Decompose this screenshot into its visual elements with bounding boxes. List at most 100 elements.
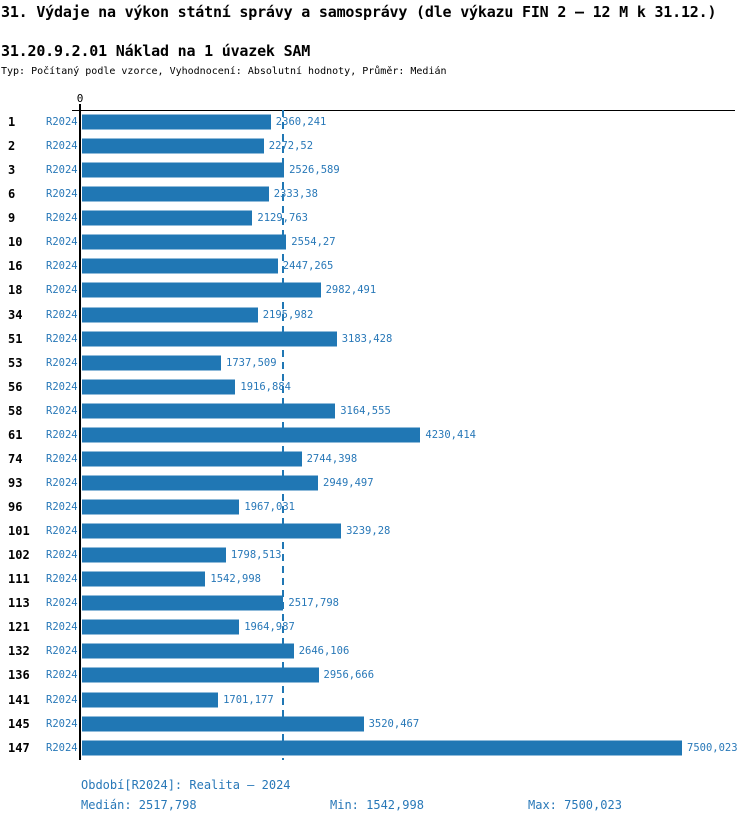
row-rank-label: 101: [8, 524, 30, 539]
row-series-label: R2024: [46, 428, 78, 441]
row-series-label: R2024: [46, 452, 78, 465]
row-series-label: R2024: [46, 476, 78, 489]
row-series-label: R2024: [46, 236, 78, 249]
chart-row: 113 R2024 2517,798: [0, 591, 750, 615]
row-series-label: R2024: [46, 717, 78, 730]
bar-value-label: 2744,398: [306, 452, 358, 465]
chart-row: 93 R2024 2949,497: [0, 471, 750, 495]
bar: [82, 643, 294, 659]
row-series-label: R2024: [46, 332, 78, 345]
chart-row: 2 R2024 2272,52: [0, 134, 750, 158]
row-rank-label: 102: [8, 548, 30, 563]
bar-value-label: 1798,513: [230, 549, 282, 562]
row-series-label: R2024: [46, 164, 78, 177]
chart-row: 9 R2024 2129,763: [0, 206, 750, 230]
row-series-label: R2024: [46, 188, 78, 201]
chart-row: 74 R2024 2744,398: [0, 447, 750, 471]
bar: [82, 162, 285, 178]
bar-value-label: 2949,497: [323, 476, 374, 489]
row-series-label: R2024: [46, 741, 78, 754]
chart-row: 141 R2024 1701,177: [0, 688, 750, 712]
row-rank-label: 96: [8, 500, 23, 515]
row-rank-label: 2: [8, 139, 16, 154]
indicator-title: 31.20.9.2.01 Náklad na 1 úvazek SAM: [1, 42, 311, 60]
chart-row: 101 R2024 3239,28: [0, 519, 750, 543]
bar-value-label: 2982,491: [325, 284, 377, 297]
row-rank-label: 53: [8, 355, 23, 370]
chart-row: 145 R2024 3520,467: [0, 712, 750, 736]
row-rank-label: 141: [8, 692, 30, 707]
row-rank-label: 58: [8, 403, 23, 418]
row-rank-label: 147: [8, 740, 30, 755]
row-series-label: R2024: [46, 380, 78, 393]
bar-value-label: 1964,987: [244, 621, 295, 634]
chart-row: 6 R2024 2333,38: [0, 182, 750, 206]
bar: [82, 692, 219, 708]
x-axis-zero-tick-label: 0: [76, 92, 84, 105]
bar: [82, 547, 226, 563]
row-series-label: R2024: [46, 140, 78, 153]
row-rank-label: 121: [8, 620, 30, 635]
bar: [82, 258, 278, 274]
row-rank-label: 145: [8, 716, 30, 731]
bar-value-label: 2129,763: [257, 212, 308, 225]
row-rank-label: 10: [8, 235, 23, 250]
y-axis-line: [79, 104, 81, 760]
chart-row: 61 R2024 4230,414: [0, 423, 750, 447]
bar: [82, 716, 364, 732]
bar-value-label: 1916,884: [240, 380, 291, 393]
row-series-label: R2024: [46, 212, 78, 225]
row-rank-label: 136: [8, 668, 30, 683]
bar-value-label: 2333,38: [273, 188, 318, 201]
chart-row: 111 R2024 1542,998: [0, 567, 750, 591]
row-rank-label: 6: [8, 187, 16, 202]
bar: [82, 331, 337, 347]
bar-value-label: 2517,798: [288, 597, 339, 610]
bar: [82, 186, 269, 202]
bar: [82, 234, 287, 250]
bar: [82, 307, 258, 323]
bar: [82, 667, 319, 683]
bar-value-label: 3183,428: [341, 332, 393, 345]
chart-row: 96 R2024 1967,031: [0, 495, 750, 519]
bar: [82, 619, 240, 635]
bar: [82, 595, 284, 611]
indicator-meta: Typ: Počítaný podle vzorce, Vyhodnocení:…: [1, 66, 447, 77]
chart-row: 136 R2024 2956,666: [0, 663, 750, 687]
footer-min-label: Min: 1542,998: [330, 798, 424, 812]
bar-value-label: 2956,666: [323, 669, 375, 682]
bar-value-label: 2447,265: [282, 260, 334, 273]
chart-row: 147 R2024 7500,023: [0, 736, 750, 760]
row-series-label: R2024: [46, 549, 78, 562]
row-series-label: R2024: [46, 669, 78, 682]
row-rank-label: 56: [8, 379, 23, 394]
chart-row: 16 R2024 2447,265: [0, 254, 750, 278]
bar: [82, 427, 421, 443]
row-series-label: R2024: [46, 260, 78, 273]
row-series-label: R2024: [46, 308, 78, 321]
row-series-label: R2024: [46, 525, 78, 538]
row-rank-label: 132: [8, 644, 30, 659]
bar-value-label: 2646,106: [298, 645, 350, 658]
row-rank-label: 111: [8, 572, 30, 587]
row-series-label: R2024: [46, 116, 78, 129]
bar-value-label: 1701,177: [223, 693, 274, 706]
row-rank-label: 3: [8, 163, 16, 178]
row-series-label: R2024: [46, 645, 78, 658]
footer-median-label: Medián: 2517,798: [81, 798, 197, 812]
chart-row: 34 R2024 2195,982: [0, 303, 750, 327]
row-series-label: R2024: [46, 356, 78, 369]
bar-value-label: 4230,414: [425, 428, 476, 441]
bar: [82, 523, 342, 539]
row-rank-label: 113: [8, 596, 30, 611]
bar: [82, 740, 682, 756]
bar-value-label: 1542,998: [210, 573, 261, 586]
bar-value-label: 2526,589: [289, 164, 340, 177]
row-rank-label: 61: [8, 427, 23, 442]
chart-row: 132 R2024 2646,106: [0, 639, 750, 663]
row-series-label: R2024: [46, 621, 78, 634]
chart-row: 1 R2024 2360,241: [0, 110, 750, 134]
footer-max-label: Max: 7500,023: [528, 798, 622, 812]
page-title: 31. Výdaje na výkon státní správy a samo…: [1, 3, 717, 21]
row-rank-label: 9: [8, 211, 16, 226]
